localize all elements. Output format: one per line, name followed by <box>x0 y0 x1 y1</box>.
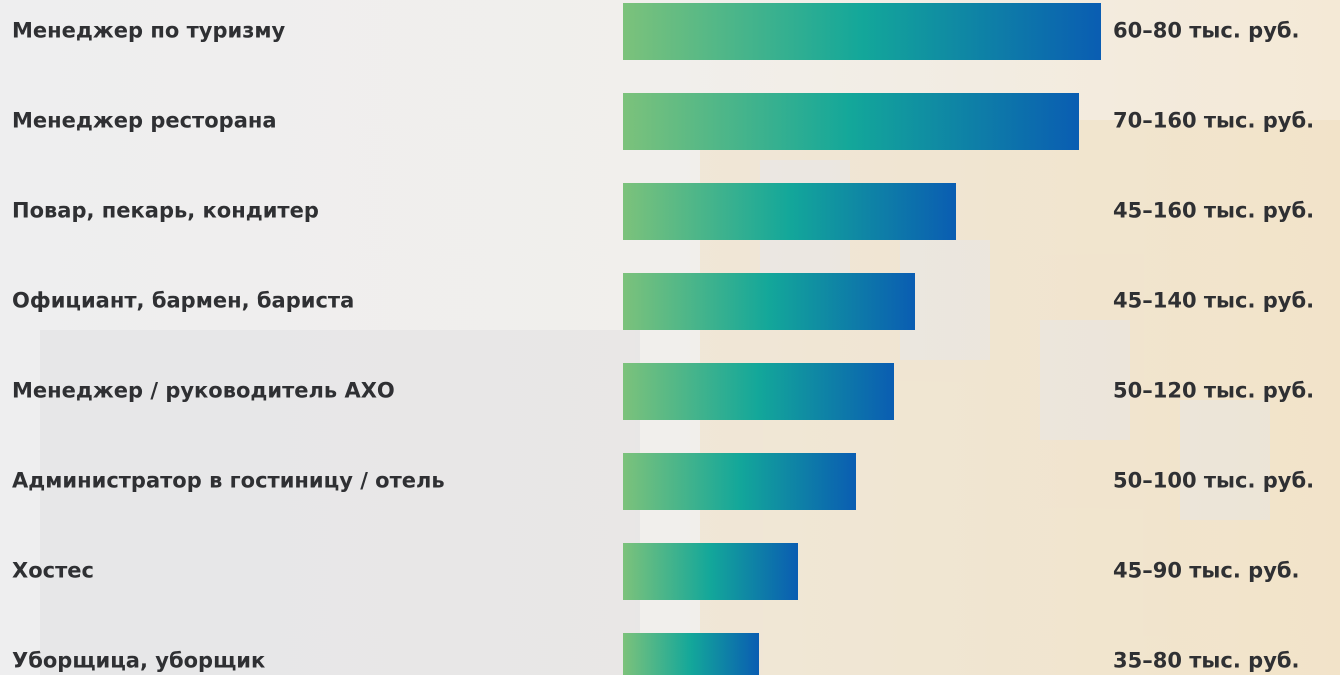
bar <box>623 633 759 675</box>
bar <box>623 183 956 240</box>
salary-label: 45–90 тыс. руб. <box>1113 559 1300 583</box>
category-label: Менеджер / руководитель АХО <box>12 379 395 403</box>
bar <box>623 363 894 420</box>
category-label: Официант, бармен, бариста <box>12 289 354 313</box>
salary-label: 50–120 тыс. руб. <box>1113 379 1314 403</box>
category-label: Хостес <box>12 559 94 583</box>
salary-label: 45–160 тыс. руб. <box>1113 199 1314 223</box>
salary-label: 70–160 тыс. руб. <box>1113 109 1314 133</box>
category-label: Менеджер ресторана <box>12 109 277 133</box>
category-label: Администратор в гостиницу / отель <box>12 469 445 493</box>
salary-label: 35–80 тыс. руб. <box>1113 649 1300 673</box>
bar <box>623 3 1101 60</box>
bar <box>623 273 915 330</box>
category-label: Повар, пекарь, кондитер <box>12 199 319 223</box>
category-label: Уборщица, уборщик <box>12 649 265 673</box>
bar <box>623 453 856 510</box>
bar <box>623 543 798 600</box>
salary-label: 45–140 тыс. руб. <box>1113 289 1314 313</box>
salary-label: 50–100 тыс. руб. <box>1113 469 1314 493</box>
category-label: Менеджер по туризму <box>12 19 286 43</box>
salary-label: 60–80 тыс. руб. <box>1113 19 1300 43</box>
bar <box>623 93 1079 150</box>
